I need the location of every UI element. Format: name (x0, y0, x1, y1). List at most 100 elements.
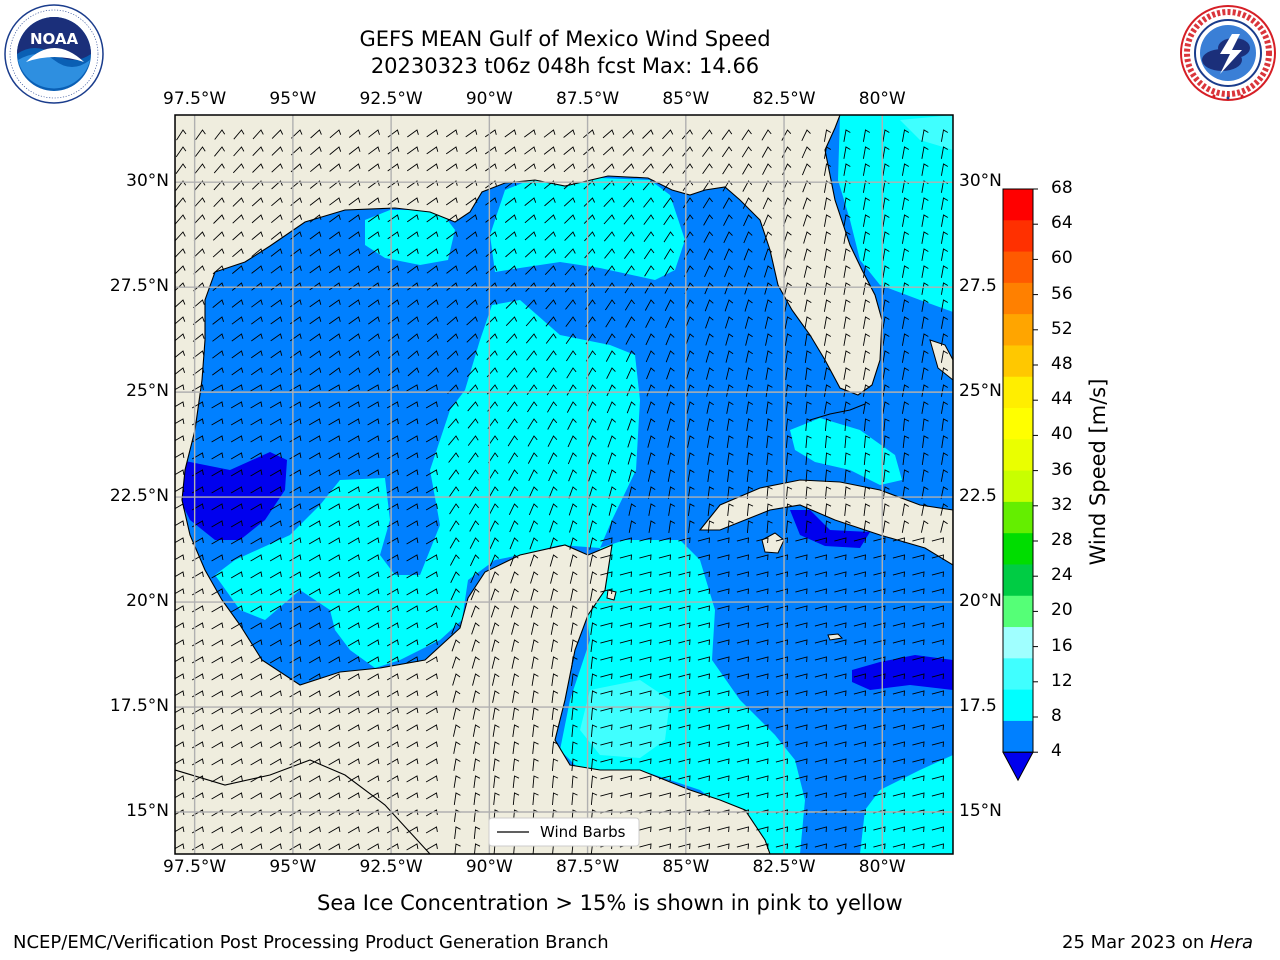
wind-barb (473, 775, 481, 788)
wind-barb (250, 741, 263, 749)
wind-barb (619, 622, 632, 629)
wind-barb (425, 843, 438, 851)
wind-barb (452, 707, 461, 720)
wind-barb (756, 588, 769, 595)
wind-barb (587, 452, 597, 465)
wind-barb (763, 248, 773, 261)
wind-barb (191, 639, 204, 647)
wind-barb (473, 758, 481, 771)
wind-barb (328, 537, 341, 545)
wind-barb (619, 639, 632, 646)
wind-barb (446, 333, 459, 343)
wind-barb (453, 775, 461, 788)
wind-barb (725, 367, 734, 380)
wind-barb (761, 129, 772, 141)
wind-barb (853, 707, 866, 714)
wind-barb (921, 350, 929, 363)
lon-tick-label: 87.5°W (555, 89, 620, 109)
wind-barb (743, 214, 753, 227)
wind-barb (465, 146, 478, 155)
wind-barb (795, 758, 808, 765)
wind-barb (682, 146, 693, 157)
wind-barb (882, 384, 890, 397)
wind-barb (795, 673, 808, 680)
wind-barb (290, 129, 303, 139)
wind-barb (678, 758, 691, 765)
wind-barb (853, 673, 866, 680)
wind-barb (736, 758, 749, 765)
wind-barb (448, 452, 460, 463)
wind-barb (450, 571, 460, 583)
wind-barb (901, 333, 910, 346)
wind-barb (912, 537, 925, 544)
wind-barb (448, 435, 459, 446)
wind-barb (853, 554, 866, 561)
wind-barb (347, 809, 360, 817)
wind-barb (667, 469, 676, 482)
wind-barb (527, 418, 538, 430)
wind-barb (843, 350, 851, 363)
wind-barb (814, 724, 827, 731)
colorbar-tick-label: 12 (1051, 670, 1073, 691)
wind-barb (212, 350, 224, 359)
wind-barb (717, 588, 730, 595)
wind-barb (619, 724, 632, 731)
colorbar-segment (1003, 533, 1033, 565)
wind-barb (745, 384, 754, 397)
wind-barb (524, 248, 537, 258)
wind-barb (465, 129, 478, 138)
footer-right: 25 Mar 2023 on Hera (1062, 932, 1253, 953)
wind-barb (717, 792, 730, 799)
wind-barb (270, 248, 283, 257)
wind-barb (175, 367, 186, 375)
wind-barb (873, 554, 886, 561)
wind-barb (406, 741, 419, 749)
wind-barb (805, 452, 812, 466)
wind-barb (863, 486, 871, 499)
wind-barb (775, 826, 788, 833)
wind-barb (406, 571, 419, 579)
wind-barb (328, 707, 341, 715)
wind-barb (795, 843, 808, 850)
wind-barb (524, 129, 536, 138)
wind-barb (717, 826, 730, 833)
wind-barb (550, 571, 558, 584)
wind-barb (211, 452, 224, 460)
wind-barb (269, 486, 282, 494)
wind-barb (250, 571, 263, 579)
wind-barb (717, 775, 730, 782)
wind-barb (504, 214, 517, 223)
colorbar-segment (1003, 720, 1033, 753)
wind-barb (564, 282, 576, 293)
wind-barb (308, 724, 321, 732)
graticule (175, 115, 953, 854)
wind-barb (211, 401, 224, 409)
wind-barb (566, 401, 577, 413)
wind-barb (469, 554, 480, 567)
wind-barb (783, 231, 792, 244)
wind-barb (921, 401, 929, 414)
wind-barb (824, 520, 832, 533)
wind-barb (814, 554, 827, 561)
wind-barb (678, 707, 691, 714)
wind-barb (834, 554, 847, 561)
wind-barb (678, 741, 691, 748)
wind-barb (347, 418, 360, 426)
wind-barb (230, 520, 243, 528)
colorbar-segment (1003, 658, 1033, 691)
wind-barb (921, 146, 929, 159)
wind-barb (269, 503, 282, 511)
wind-barb (684, 299, 694, 312)
wind-barb (426, 299, 439, 308)
wind-barb (191, 690, 204, 698)
wind-barb (367, 197, 380, 206)
wind-barb (804, 299, 812, 312)
wind-barb (775, 554, 788, 561)
wind-barb (367, 537, 380, 545)
wind-barb (347, 843, 360, 851)
wind-barb (645, 316, 655, 328)
wind-barb (853, 724, 866, 731)
wind-barb (931, 792, 944, 799)
wind-barb (843, 197, 851, 210)
wind-barb (406, 180, 419, 189)
